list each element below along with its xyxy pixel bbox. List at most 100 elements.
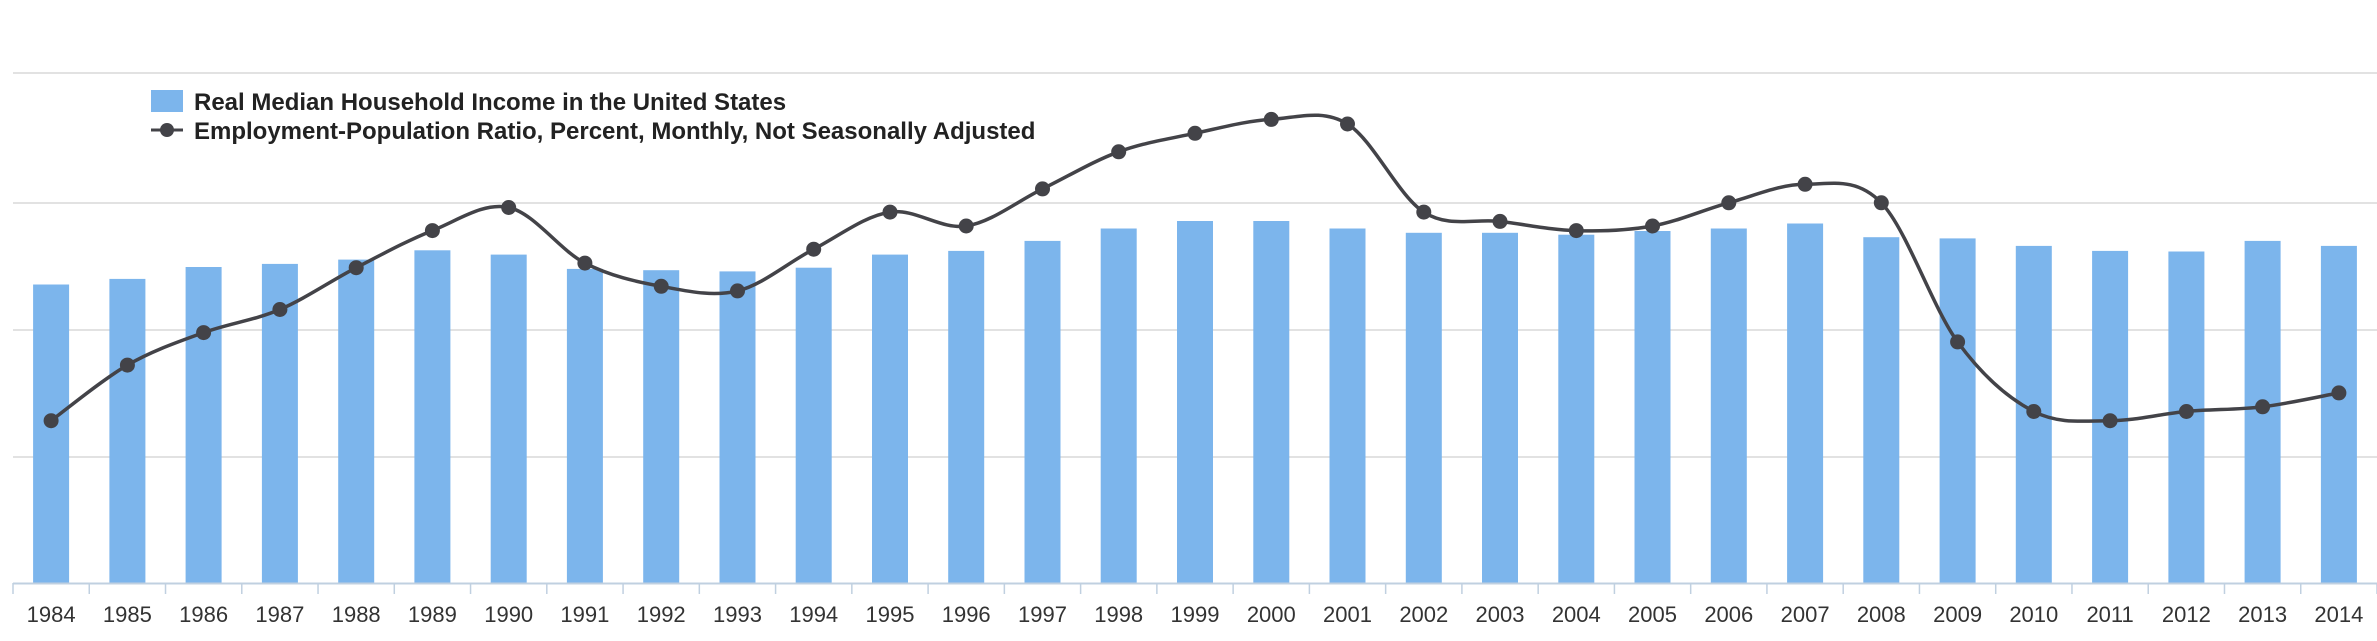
income-bar [109,278,146,583]
income-bar [33,284,70,583]
x-tick-label: 1985 [103,602,152,627]
employment-point [501,200,517,215]
income-bar [1863,237,1900,583]
x-tick-label: 1996 [942,602,991,627]
x-tick-label: 2013 [2238,602,2287,627]
employment-point [1416,204,1432,220]
legend-bar-swatch [151,90,183,112]
income-bar [1787,223,1824,583]
x-tick-label: 1988 [332,602,381,627]
income-bar [1329,228,1366,583]
legend: Real Median Household Income in the Unit… [135,74,1115,146]
x-tick-label: 1991 [560,602,609,627]
income-bar [948,250,985,583]
income-bar [1939,238,1976,583]
income-bar [414,250,451,584]
employment-point [2102,413,2118,429]
employment-point [119,357,135,373]
income-bar [338,259,375,583]
x-tick-label: 2009 [1933,602,1982,627]
income-bar [490,254,527,583]
employment-point [1263,111,1279,127]
income-bar [1558,234,1595,583]
x-tick-label: 2011 [2086,602,2133,627]
legend-label-employment: Employment-Population Ratio, Percent, Mo… [194,118,1035,145]
employment-point [2331,385,2347,401]
x-tick-label: 2003 [1476,602,1525,627]
employment-point [577,255,593,271]
income-bar [261,263,298,583]
x-tick-label: 1997 [1018,602,1067,627]
x-tick-label: 1992 [637,602,686,627]
employment-point [958,218,974,234]
x-tick-label: 2002 [1399,602,1448,627]
employment-point [1797,176,1813,192]
employment-point [348,260,364,276]
x-tick-label: 2005 [1628,602,1677,627]
income-bar [643,270,680,583]
income-bar [1024,240,1061,583]
income-bar [1482,232,1518,584]
income-bar [719,271,756,583]
x-tick-label: 1986 [179,602,228,627]
employment-point [424,223,440,239]
x-tick-label: 2007 [1781,602,1830,627]
income-bar [185,267,222,583]
x-tick-label: 1989 [408,602,457,627]
employment-point [882,204,898,220]
x-tick-label: 2010 [2009,602,2058,627]
employment-point [2026,404,2042,419]
income-bar [1634,231,1671,583]
employment-line [43,111,2347,429]
x-tick-label: 2000 [1247,602,1296,627]
employment-point [806,241,822,257]
employment-point [1950,334,1966,350]
employment-point [653,278,669,294]
income-bar [795,267,832,583]
income-bar [566,268,603,583]
employment-point [1111,144,1127,160]
x-tick-label: 2012 [2162,602,2211,627]
x-tick-label: 1990 [484,602,533,627]
legend-label-income: Real Median Household Income in the Unit… [194,89,786,116]
income-bar [1100,228,1137,583]
employment-point [1873,195,1889,211]
x-axis: 1984 1985 1986 1987 1988 1989 1990 1991 1992 1993… [12,582,2377,627]
x-tick-label: 2008 [1857,602,1906,627]
x-tick-label: 2014 [2314,602,2363,627]
x-tick-label: 2001 [1323,602,1372,627]
employment-point [1340,116,1355,132]
employment-point [1187,125,1203,141]
income-bar [872,254,908,583]
x-tick-label: 1987 [255,602,304,627]
employment-point [730,283,745,299]
x-tick-label: 1995 [866,602,915,627]
x-tick-label: 1984 [27,602,76,627]
income-bar [1177,221,1213,583]
x-tick-label: 2004 [1552,602,1601,627]
employment-point [2178,404,2194,419]
x-tick-label: 1998 [1094,602,1143,627]
employment-point [1721,195,1737,211]
employment-point [43,413,59,429]
x-tick-label: 2006 [1704,602,1753,627]
employment-point [1492,213,1508,229]
income-bar [1710,228,1747,583]
x-tick-label: 1994 [789,602,838,627]
income-bar [2320,245,2357,583]
employment-point [272,302,288,317]
income-bar [1405,232,1442,584]
x-tick-label: 1999 [1171,602,1220,627]
x-tick-label: 1993 [713,602,762,627]
income-bars [33,221,2357,584]
employment-point [196,325,212,341]
employment-point [1035,181,1050,197]
employment-point [1645,218,1660,234]
employment-point [1568,223,1584,239]
legend-background [135,74,1115,146]
income-bar [1253,221,1290,583]
legend-line-marker [160,123,174,137]
employment-point [2255,399,2271,415]
